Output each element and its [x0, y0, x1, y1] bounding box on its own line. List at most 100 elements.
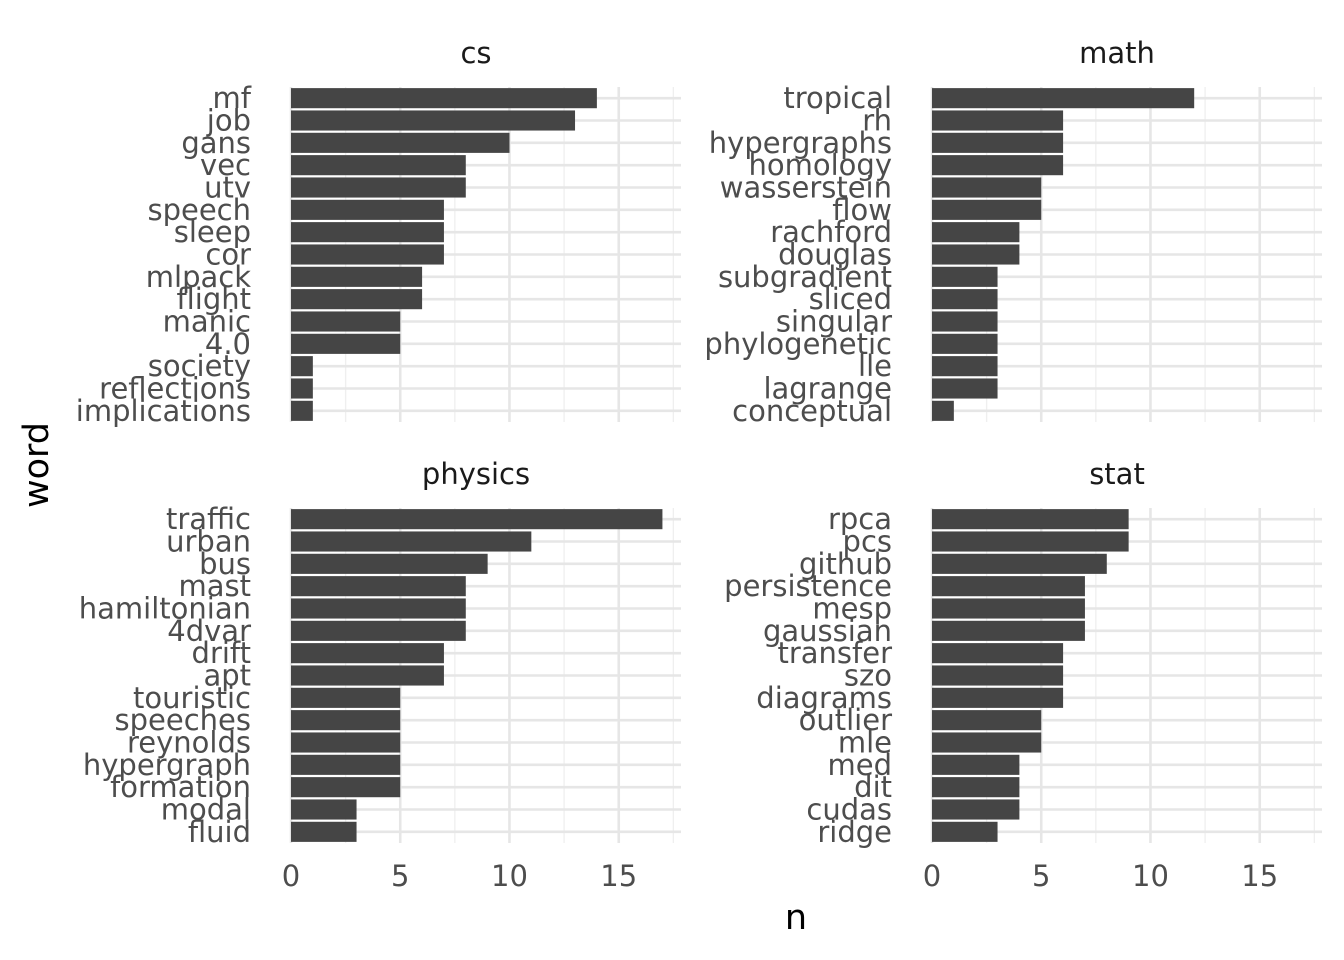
word-label: dit [854, 770, 892, 804]
word-label: hamiltonian [79, 592, 251, 626]
word-label: fluid [188, 815, 251, 849]
bar-dit [932, 777, 1020, 798]
bar-transfer [932, 643, 1064, 664]
word-label: rh [862, 104, 892, 138]
bar-douglas [932, 244, 1020, 265]
word-label: flight [177, 282, 251, 316]
bar-mlpack [291, 266, 423, 287]
word-label: singular [776, 305, 892, 339]
bar-ridge [932, 821, 998, 842]
bar-fluid [291, 821, 357, 842]
word-label: mesp [812, 592, 892, 626]
panel-physics: trafficurbanbusmasthamiltonian4dvardrift… [79, 457, 681, 893]
bar-tropical [932, 88, 1195, 109]
word-label: manic [163, 305, 251, 339]
x-tick-label: 0 [282, 859, 300, 893]
bar-homology [932, 155, 1064, 176]
bar-flow [932, 199, 1042, 220]
bar-speeches [291, 710, 401, 731]
bar-4dvar [291, 620, 466, 641]
bar-formation [291, 777, 401, 798]
word-label: mle [838, 726, 892, 760]
word-label: lle [858, 349, 892, 383]
word-label: lagrange [763, 372, 892, 406]
word-label: mf [213, 81, 252, 115]
bar-reynolds [291, 732, 401, 753]
bar-bus [291, 553, 488, 574]
word-label: speeches [115, 703, 251, 737]
word-label: transfer [777, 636, 892, 670]
panel-stat: rpcapcsgithubpersistencemespgaussiantran… [724, 457, 1322, 893]
word-label: urban [166, 525, 251, 559]
bar-sleep [291, 222, 444, 243]
bar-rpca [932, 509, 1129, 530]
word-label: formation [110, 770, 251, 804]
bar-subgradient [932, 266, 998, 287]
word-label: vec [200, 148, 251, 182]
word-label: traffic [166, 502, 251, 536]
word-label: hypergraph [83, 748, 251, 782]
bar-gans [291, 132, 510, 153]
word-label: apt [203, 659, 251, 693]
bar-phylogenetic [932, 333, 998, 354]
word-label: implications [76, 394, 251, 428]
panels-group: mfjobgansvecutvspeechsleepcormlpackfligh… [76, 36, 1322, 893]
word-label: subgradient [718, 260, 892, 294]
bar-mesp [932, 598, 1085, 619]
word-label: wasserstein [720, 171, 892, 205]
bar-implications [291, 400, 313, 421]
word-label: diagrams [756, 681, 892, 715]
bar-4.0 [291, 333, 401, 354]
x-axis-title: n [785, 898, 807, 938]
bar-job [291, 110, 576, 131]
word-label: pcs [843, 525, 892, 559]
word-label: gaussian [763, 614, 892, 648]
x-tick-label: 0 [923, 859, 941, 893]
bar-cudas [932, 799, 1020, 820]
panel-title: math [1079, 36, 1155, 70]
panel-title: stat [1089, 457, 1145, 491]
bar-rachford [932, 222, 1020, 243]
word-label: touristic [133, 681, 251, 715]
panel-title: cs [460, 36, 491, 70]
bar-cor [291, 244, 444, 265]
bar-society [291, 356, 313, 377]
word-label: gans [181, 126, 251, 160]
bar-speech [291, 199, 444, 220]
bar-urban [291, 531, 532, 552]
x-tick-label: 10 [491, 859, 528, 893]
word-label: utv [204, 171, 251, 205]
bar-hamiltonian [291, 598, 466, 619]
panel-math: tropicalrhhypergraphshomologywasserstein… [704, 36, 1322, 428]
bar-drift [291, 643, 444, 664]
bar-pcs [932, 531, 1129, 552]
bar-mle [932, 732, 1042, 753]
word-label: conceptual [732, 394, 892, 428]
bar-apt [291, 665, 444, 686]
word-label: rpca [828, 502, 892, 536]
bar-flight [291, 289, 423, 310]
word-label: douglas [778, 238, 892, 272]
word-label: speech [147, 193, 251, 227]
bar-utv [291, 177, 466, 198]
word-label: reynolds [127, 726, 251, 760]
y-axis-title: word [17, 422, 57, 508]
word-label: society [148, 349, 251, 383]
bar-med [932, 754, 1020, 775]
bar-sliced [932, 289, 998, 310]
word-label: sliced [809, 282, 892, 316]
x-tick-label: 15 [1241, 859, 1278, 893]
word-label: mast [179, 569, 252, 603]
word-label: phylogenetic [704, 327, 892, 361]
word-label: drift [192, 636, 251, 670]
word-label: outlier [799, 703, 892, 737]
x-tick-label: 10 [1132, 859, 1169, 893]
word-label: flow [832, 193, 892, 227]
bar-reflections [291, 378, 313, 399]
bar-manic [291, 311, 401, 332]
x-tick-label: 5 [391, 859, 409, 893]
word-label: homology [749, 148, 893, 182]
word-label: hypergraphs [709, 126, 892, 160]
word-label: github [799, 547, 892, 581]
